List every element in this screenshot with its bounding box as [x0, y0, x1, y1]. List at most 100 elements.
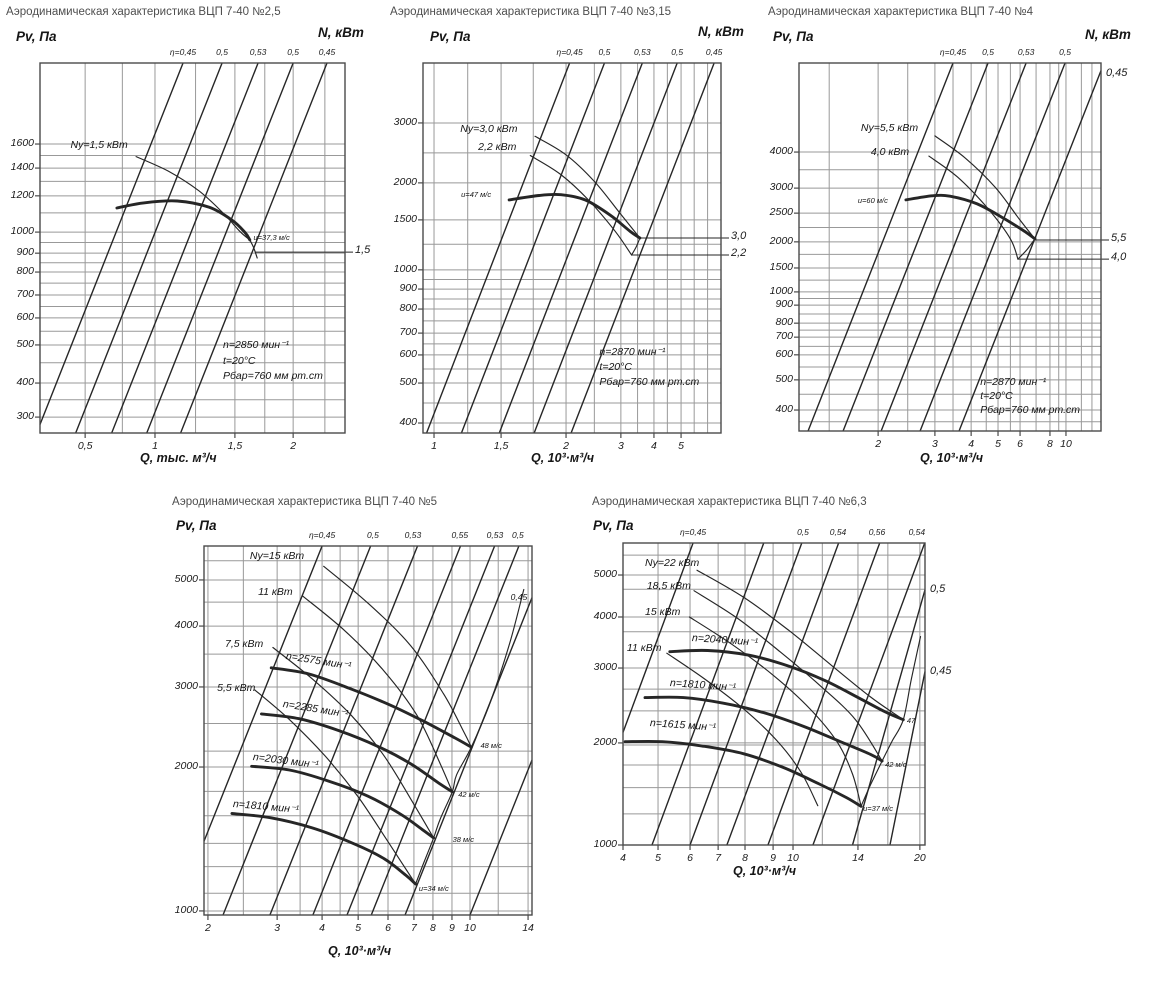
x-tick-label: 8: [742, 852, 748, 864]
aux-curve: [693, 590, 883, 762]
plot-area-vcp-6-3: [618, 542, 926, 850]
plot-annotation: 4,0 кВт: [870, 145, 910, 158]
y-tick-label: 4000: [769, 145, 793, 158]
plot-annotation: 7,5 кВт: [224, 637, 264, 650]
y-tick-label: 3000: [593, 661, 617, 674]
plot-annotation: u=37,3 м/с: [253, 233, 290, 243]
x-tick-label: 2: [563, 440, 569, 452]
x-axis-name: Q, 10³·м³/ч: [920, 451, 984, 465]
power-value-label: 5,5: [1111, 232, 1127, 244]
x-tick-label: 1,5: [493, 440, 509, 452]
efficiency-label: 0,45: [705, 47, 723, 57]
x-tick-label: 5: [995, 438, 1001, 450]
efficiency-label: 0,53: [1017, 47, 1035, 57]
efficiency-line: [312, 545, 462, 916]
efficiency-line: [404, 597, 533, 916]
plot-annotation: 42 м/с: [885, 760, 907, 770]
plot-annotation: n=2870 мин⁻¹: [599, 345, 666, 358]
y-axis-name: Pv, Па: [773, 29, 814, 44]
efficiency-line: [533, 62, 678, 434]
plot-annotation: n=2870 мин⁻¹: [980, 376, 1047, 389]
y-tick-label: 300: [16, 410, 34, 423]
efficiency-label: 0,53: [486, 530, 504, 540]
plot-annotation: u=47 м/с: [461, 189, 492, 199]
x-tick-label: 14: [522, 922, 534, 934]
aux-curve: [1017, 238, 1036, 260]
n-axis-name: N, кВт: [318, 25, 364, 40]
efficiency-line: [39, 62, 184, 425]
x-tick-label: 1: [431, 440, 437, 452]
x-tick-label: 2: [875, 438, 882, 450]
y-tick-label: 900: [16, 246, 34, 259]
efficiency-line: [222, 545, 372, 916]
plot-annotation: Рбар=760 мм рт.ст: [980, 404, 1081, 417]
plot-annotation: u=34 м/с: [418, 883, 449, 893]
y-tick-label: 1500: [769, 260, 793, 273]
plot-annotation: Ny=5,5 кВт: [860, 122, 919, 135]
y-tick-label: 600: [399, 347, 417, 360]
efficiency-line: [75, 62, 223, 434]
efficiency-line: [889, 671, 926, 846]
x-axis-name: Q, 10³·м³/ч: [531, 451, 595, 465]
aux-curve: [928, 155, 1019, 260]
y-tick-label: 2500: [769, 206, 793, 219]
efficiency-label: 0,53: [634, 47, 651, 57]
plot-annotation: 11 кВт: [626, 642, 662, 655]
plot-area-vcp-2-5: [35, 62, 353, 438]
plot-frame: [622, 542, 926, 846]
aux-curve: [249, 239, 258, 259]
plot-annotation: Рбар=760 мм рт.ст: [599, 376, 700, 389]
y-tick-label: 1500: [393, 212, 417, 225]
plot-frame: [798, 62, 1102, 432]
y-tick-label: 4000: [174, 619, 198, 632]
x-tick-label: 9: [770, 852, 777, 864]
x-tick-label: 8: [430, 922, 436, 934]
aux-curve: [323, 565, 472, 748]
plot-annotation: Ny=22 кВт: [645, 557, 700, 570]
aux-curve: [415, 588, 525, 885]
efficiency-label: 0,45: [318, 47, 336, 57]
plot-annotation: 18,5 кВт: [646, 579, 691, 592]
y-tick-label: 3000: [393, 115, 417, 128]
x-axis-name: Q, 10³·м³/ч: [733, 864, 797, 878]
efficiency-label: 0,53: [404, 530, 422, 540]
y-tick-label: 2000: [393, 175, 417, 188]
efficiency-line: [651, 542, 765, 846]
x-tick-label: 1: [152, 440, 158, 452]
y-tick-label: 1600: [10, 137, 34, 150]
x-tick-label: 10: [464, 922, 476, 934]
y-tick-label: 700: [16, 287, 34, 300]
efficiency-line: [370, 545, 520, 916]
y-axis-name: Pv, Па: [593, 518, 634, 533]
efficiency-line: [203, 545, 323, 842]
x-tick-label: 9: [449, 922, 455, 934]
efficiency-label: 0,5: [982, 47, 994, 57]
x-tick-label: 4: [620, 852, 626, 864]
efficiency-label: 0,5: [366, 530, 379, 540]
plot-annotation: 48 м/с: [480, 740, 502, 750]
power-value-label: 4,0: [1111, 251, 1127, 264]
y-tick-label: 3000: [174, 679, 198, 692]
efficiency-line: [958, 70, 1102, 432]
plot-annotation: t=20°C: [223, 354, 256, 367]
efficiency-label: 0,5: [511, 530, 524, 540]
efficiency-line: [767, 542, 881, 846]
n-axis-name: N, кВт: [1085, 27, 1131, 42]
power-value-label: 2,2: [731, 247, 747, 260]
x-tick-label: 8: [1047, 438, 1053, 450]
x-tick-label: 2: [290, 440, 297, 452]
efficiency-line: [570, 62, 715, 434]
plot-annotation: t=20°C: [980, 390, 1013, 403]
efficiency-line: [851, 589, 926, 846]
x-tick-label: 5: [655, 852, 661, 864]
x-tick-label: 10: [1060, 438, 1072, 450]
aux-curve: [272, 646, 435, 839]
y-tick-label: 700: [775, 330, 793, 343]
y-tick-label: 600: [775, 347, 793, 360]
plot-annotation: 5,5 кВт: [217, 681, 256, 694]
aux-curve: [666, 652, 819, 807]
efficiency-line: [689, 542, 803, 846]
x-tick-label: 6: [385, 922, 391, 934]
y-tick-label: 500: [399, 376, 417, 389]
performance-curve: [115, 199, 252, 242]
